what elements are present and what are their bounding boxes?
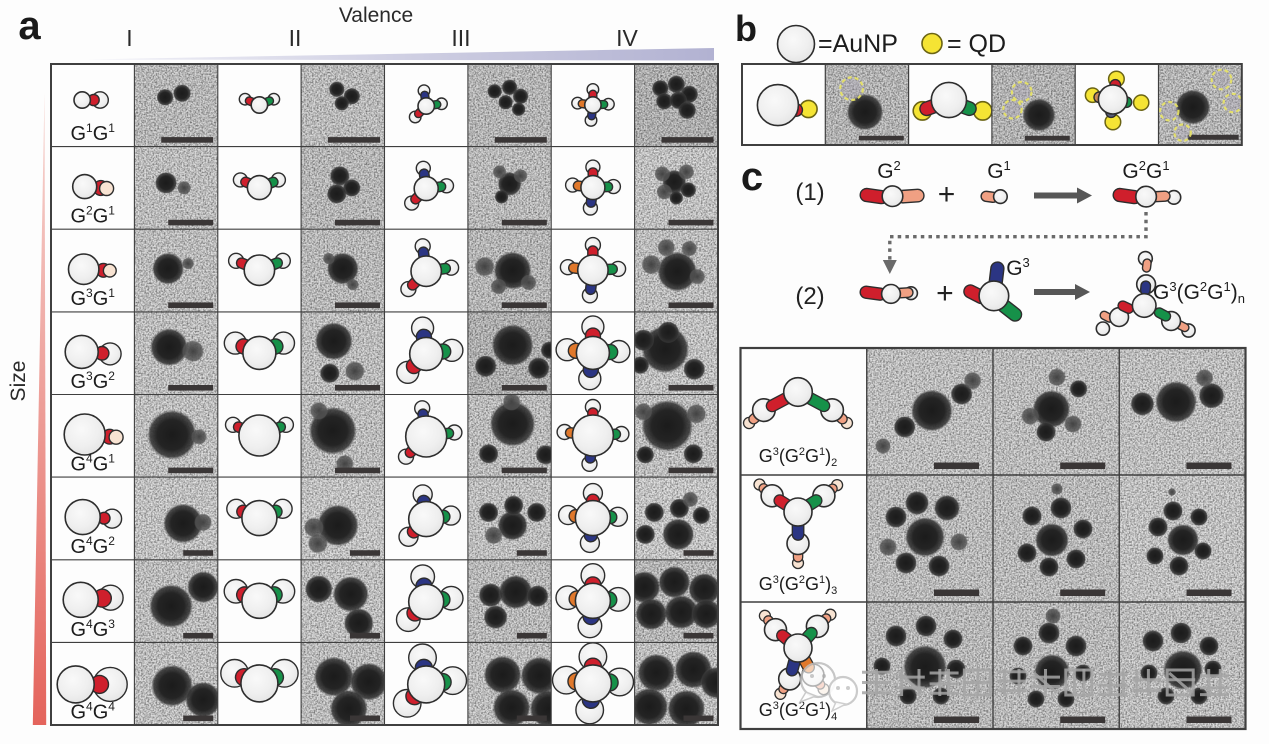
svg-text:G3​(G2​G1​)2: G3​(G2​G1​)2: [759, 446, 838, 469]
svg-text:+: +: [938, 178, 956, 211]
svg-text:G1​G1​: G1​G1​: [70, 121, 115, 145]
svg-text:G1​: G1​: [987, 158, 1011, 183]
svg-text:G4​G3​: G4​G3​: [70, 617, 115, 641]
svg-text:Valence: Valence: [339, 4, 413, 27]
svg-text:IV: IV: [616, 25, 638, 51]
svg-text:a: a: [18, 4, 41, 48]
svg-text:= QD: = QD: [947, 30, 1006, 58]
svg-text:c: c: [741, 155, 763, 199]
svg-text:+: +: [936, 277, 954, 310]
svg-text:G2​: G2​: [877, 158, 901, 183]
svg-text:I: I: [126, 25, 132, 51]
svg-text:(1): (1): [795, 179, 824, 206]
svg-text:G3​(G2​G1​)n: G3​(G2​G1​)n: [1153, 279, 1245, 306]
svg-text:G3​(G2​G1​)3: G3​(G2​G1​)3: [759, 574, 838, 597]
svg-text:=AuNP: =AuNP: [818, 30, 898, 58]
svg-text:G3​G2​: G3​G2​: [70, 369, 115, 393]
svg-text:G2​G1​: G2​G1​: [1122, 158, 1169, 183]
svg-text:II: II: [289, 25, 302, 51]
svg-text:G3​(G2​G1​)4: G3​(G2​G1​)4: [759, 700, 838, 723]
svg-text:G4​G2​: G4​G2​: [70, 534, 115, 558]
svg-text:G3​: G3​: [1006, 255, 1030, 280]
svg-text:G4​G4​: G4​G4​: [70, 699, 115, 723]
svg-text:Size: Size: [7, 361, 30, 402]
svg-text:G2​G1​: G2​G1​: [70, 204, 115, 228]
svg-text:b: b: [735, 8, 757, 49]
svg-text:G3​G1​: G3​G1​: [70, 286, 115, 310]
svg-text:G4​G1​: G4​G1​: [70, 452, 115, 476]
svg-text:III: III: [451, 25, 470, 51]
svg-text:(2): (2): [795, 283, 824, 310]
